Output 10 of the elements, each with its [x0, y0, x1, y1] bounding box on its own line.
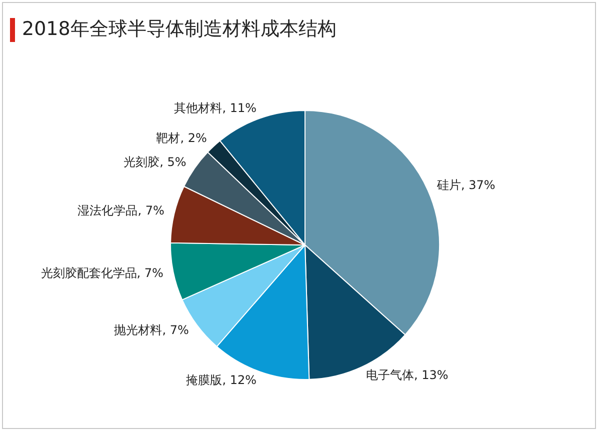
chart-title: 2018年全球半导体制造材料成本结构 [22, 17, 336, 42]
slice-label: 光刻胶, 5% [124, 154, 186, 169]
slice-label: 掩膜版, 12% [186, 373, 257, 388]
slice-label: 湿法化学品, 7% [78, 204, 164, 218]
slice-label: 光刻胶配套化学品, 7% [40, 266, 164, 280]
slice-label: 电子气体, 13% [366, 368, 448, 382]
slice-label: 靶材, 2% [156, 131, 207, 146]
slice-label: 其他材料, 11% [174, 101, 257, 115]
slice-label: 硅片, 37% [436, 178, 496, 192]
slice-label: 抛光材料, 7% [114, 323, 189, 338]
